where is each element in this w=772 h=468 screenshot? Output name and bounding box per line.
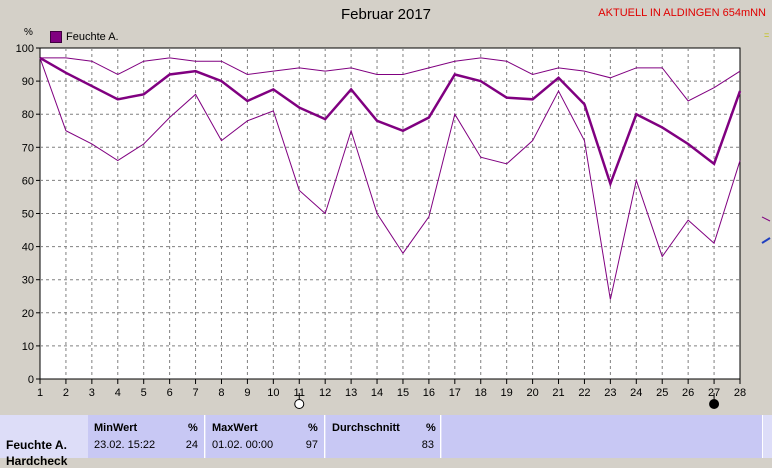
x-tick-label: 20	[526, 387, 538, 399]
right-edge-mark-2	[761, 237, 771, 244]
x-tick-label: 15	[397, 387, 409, 399]
y-tick-label: 100	[16, 43, 34, 55]
x-tick-label: 9	[244, 387, 250, 399]
min-date: 23.02. 15:22	[94, 439, 156, 451]
y-tick-label: 50	[22, 209, 34, 221]
x-tick-label: 1	[37, 387, 43, 399]
stats-footer: Feuchte A. Hardcheck MinWert % 23.02. 15…	[0, 415, 772, 468]
x-tick-label: 18	[475, 387, 487, 399]
avg-cell: Durchschnitt % 83	[326, 415, 441, 458]
y-tick-label: 30	[22, 275, 34, 287]
min-value: 24	[185, 439, 198, 451]
x-axis: 1 2 3 4 5 6 7 8 9 10 11 12 13 14 15 16 17 18 19 20 21 22 23 24 2…	[37, 379, 746, 399]
legend: Feuchte A.	[50, 31, 119, 43]
full-moon-icon	[294, 399, 305, 409]
series-lines	[39, 56, 742, 300]
x-tick-label: 24	[630, 387, 642, 399]
y-tick-label: 60	[22, 175, 34, 187]
avg-value: 83	[421, 439, 434, 451]
x-tick-label: 25	[656, 387, 668, 399]
x-tick-label: 8	[218, 387, 224, 399]
x-tick-label: 13	[345, 387, 357, 399]
x-tick-label: 16	[423, 387, 435, 399]
x-tick-label: 22	[578, 387, 590, 399]
right-edge-mark-1	[761, 216, 771, 222]
y-tick-label: 90	[22, 76, 34, 88]
x-tick-label: 10	[267, 387, 279, 399]
moon-markers	[294, 393, 720, 409]
y-tick-label: 20	[22, 308, 34, 320]
new-moon-icon	[709, 399, 720, 409]
chart-title: Februar 2017	[340, 6, 432, 23]
y-tick-label: 0	[28, 374, 34, 386]
x-tick-label: 14	[371, 387, 383, 399]
y-tick-label: 80	[22, 109, 34, 121]
series-line-min	[39, 57, 741, 300]
max-cell: MaxWert % 01.02. 00:00 97	[206, 415, 325, 458]
x-tick-label: 7	[192, 387, 198, 399]
max-date: 01.02. 00:00	[212, 439, 274, 451]
x-tick-label: 28	[734, 387, 746, 399]
stats-row-label: Feuchte A.	[6, 438, 67, 452]
x-tick-label: 2	[63, 387, 69, 399]
x-tick-label: 17	[449, 387, 461, 399]
empty-cell	[442, 415, 763, 458]
min-header: MinWert	[94, 422, 138, 434]
x-tick-label: 4	[115, 387, 121, 399]
legend-label: Feuchte A.	[66, 31, 119, 43]
x-tick-label: 26	[682, 387, 694, 399]
x-tick-label: 19	[501, 387, 513, 399]
x-tick-label: 23	[604, 387, 616, 399]
x-tick-label: 21	[552, 387, 564, 399]
x-tick-label: 3	[89, 387, 95, 399]
stats-row-label-next: Hardcheck	[6, 454, 68, 468]
avg-header: Durchschnitt	[332, 422, 400, 434]
y-tick-label: 10	[22, 341, 34, 353]
y-unit-label: %	[24, 27, 33, 38]
station-label: AKTUELL IN ALDINGEN 654mNN	[598, 7, 766, 19]
max-unit: %	[308, 422, 318, 434]
max-value: 97	[305, 439, 318, 451]
min-unit: %	[188, 422, 198, 434]
series-line-avg	[39, 56, 742, 188]
x-tick-label: 12	[319, 387, 331, 399]
legend-swatch	[50, 31, 62, 43]
y-axis: 0 10 20 30 40 50 60 70 80 90 100	[16, 43, 40, 386]
x-tick-label: 5	[141, 387, 147, 399]
max-header: MaxWert	[212, 422, 258, 434]
series-line-max	[40, 57, 741, 102]
y-tick-label: 40	[22, 242, 34, 254]
avg-unit: %	[426, 422, 436, 434]
right-edge-text: =	[764, 30, 769, 40]
x-tick-label: 6	[167, 387, 173, 399]
min-cell: MinWert % 23.02. 15:22 24	[88, 415, 205, 458]
y-tick-label: 70	[22, 142, 34, 154]
